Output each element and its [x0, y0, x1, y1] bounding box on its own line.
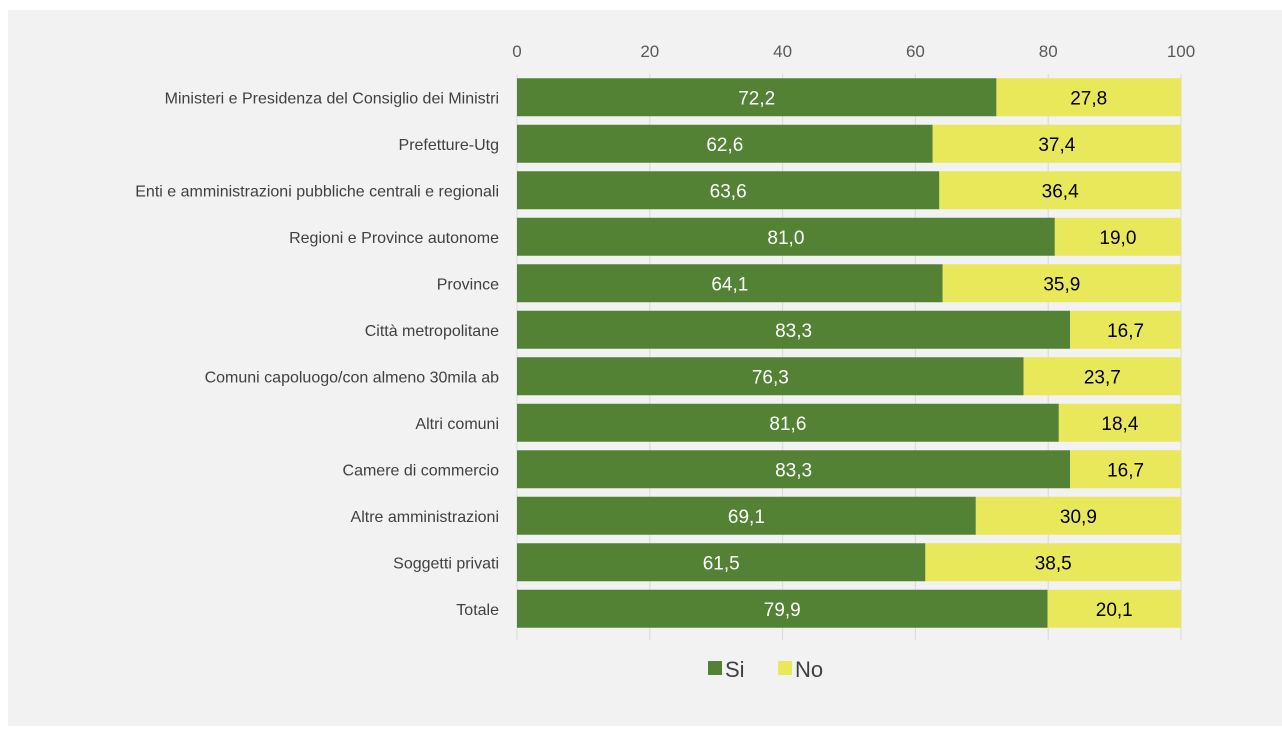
legend: Si No	[708, 657, 823, 682]
bar-si	[517, 78, 997, 117]
data-label-no: 36,4	[1042, 181, 1079, 202]
bar-no	[1054, 217, 1181, 256]
legend-label-no: No	[795, 657, 823, 682]
category-label: Totale	[456, 602, 499, 619]
bar-si	[517, 589, 1048, 628]
data-label-si: 79,9	[764, 600, 801, 621]
data-label-no: 35,9	[1043, 274, 1080, 295]
x-tick-label: 60	[906, 42, 925, 61]
data-label-si: 72,2	[738, 88, 775, 109]
category-label: Città metropolitane	[365, 323, 499, 340]
data-label-si: 64,1	[711, 274, 748, 295]
bar-no	[942, 264, 1181, 303]
data-label-si: 76,3	[752, 367, 789, 388]
data-label-si: 81,0	[767, 228, 804, 249]
data-label-si: 81,6	[769, 414, 806, 435]
data-label-no: 27,8	[1070, 88, 1107, 109]
data-label-no: 23,7	[1084, 367, 1121, 388]
data-label-si: 63,6	[710, 181, 747, 202]
bar-no	[939, 171, 1181, 210]
bar-si	[517, 357, 1024, 396]
legend-swatch-si	[708, 661, 722, 675]
data-label-si: 83,3	[775, 321, 812, 342]
data-label-si: 69,1	[728, 507, 765, 528]
stacked-bar-chart: 0 20 40 60 80 100 72,2 27,8 62,6 37,4 63,6 36,4 81,…	[135, 42, 1195, 682]
data-label-si: 62,6	[706, 135, 743, 156]
data-label-si: 83,3	[775, 460, 812, 481]
category-label: Province	[437, 276, 499, 293]
data-label-no: 30,9	[1060, 507, 1097, 528]
x-tick-label: 100	[1167, 42, 1195, 61]
x-tick-label: 80	[1039, 42, 1058, 61]
data-label-no: 16,7	[1107, 460, 1144, 481]
data-label-no: 19,0	[1099, 228, 1136, 249]
data-label-no: 18,4	[1101, 414, 1138, 435]
category-labels: Ministeri e Presidenza del Consiglio dei…	[135, 90, 499, 619]
bar-si	[517, 450, 1071, 489]
x-tick-label: 0	[512, 42, 521, 61]
category-label: Enti e amministrazioni pubbliche central…	[135, 183, 499, 200]
bar-si	[517, 171, 940, 210]
bar-si	[517, 496, 976, 535]
bar-no	[1070, 450, 1181, 489]
data-label-no: 37,4	[1038, 135, 1075, 156]
x-tick-label: 20	[640, 42, 659, 61]
bar-no	[925, 543, 1181, 582]
chart-frame: 0 20 40 60 80 100 72,2 27,8 62,6 37,4 63,6 36,4 81,…	[8, 10, 1282, 726]
bar-si	[517, 310, 1071, 349]
x-axis-ticks: 0 20 40 60 80 100	[512, 42, 1195, 61]
category-label: Camere di commercio	[343, 462, 500, 479]
category-label: Soggetti privati	[393, 555, 499, 572]
data-label-no: 38,5	[1035, 553, 1072, 574]
category-label: Comuni capoluogo/con almeno 30mila ab	[205, 369, 500, 386]
bar-no	[975, 496, 1181, 535]
category-label: Altre amministrazioni	[351, 509, 499, 526]
bars: 72,2 27,8 62,6 37,4 63,6 36,4 81,0 19,0 64,1 35,9…	[517, 78, 1181, 628]
category-label: Regioni e Province autonome	[289, 230, 499, 247]
bar-si	[517, 264, 943, 303]
category-label: Altri comuni	[415, 416, 499, 433]
bar-si	[517, 124, 933, 163]
bar-no	[1070, 310, 1181, 349]
bar-no	[1047, 589, 1181, 628]
bar-si	[517, 403, 1059, 442]
bar-no	[996, 78, 1181, 117]
data-label-si: 61,5	[703, 553, 740, 574]
data-label-no: 16,7	[1107, 321, 1144, 342]
category-label: Prefetture-Utg	[399, 137, 499, 154]
x-tick-label: 40	[773, 42, 792, 61]
legend-label-si: Si	[725, 657, 745, 682]
bar-no	[1023, 357, 1181, 396]
bar-si	[517, 217, 1055, 256]
legend-swatch-no	[778, 661, 792, 675]
bar-no	[1058, 403, 1181, 442]
data-label-no: 20,1	[1096, 600, 1133, 621]
bar-no	[932, 124, 1181, 163]
bar-si	[517, 543, 926, 582]
category-label: Ministeri e Presidenza del Consiglio dei…	[165, 90, 499, 107]
